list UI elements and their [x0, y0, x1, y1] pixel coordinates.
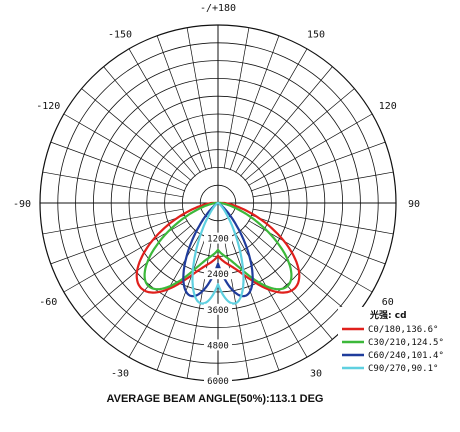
legend-entry: C60/240,101.4° [368, 351, 444, 361]
angle-label: 30 [310, 369, 322, 380]
polar-chart: -/+1801501209060300-30-60-90-120-150 120… [12, 3, 458, 387]
grid-spoke [50, 141, 186, 192]
grid-spoke [103, 66, 196, 177]
grid-spoke [250, 214, 386, 265]
grid-spoke [235, 233, 308, 358]
radial-tick-labels: 1200 2400 3600 4800 6000 [204, 232, 232, 387]
grid-spoke [156, 235, 207, 371]
grid-spoke [252, 171, 394, 198]
angle-label: -120 [36, 101, 60, 112]
radial-label-bg [204, 375, 232, 386]
grid-spoke [252, 208, 394, 235]
intensity-curves [135, 201, 301, 305]
grid-spoke [81, 88, 192, 181]
grid-spoke [128, 233, 201, 358]
grid-spoke [103, 229, 196, 340]
grid-spoke [240, 229, 333, 340]
grid-spoke [229, 235, 280, 371]
radial-tick-label: 2400 [207, 270, 229, 280]
radial-label-bg [204, 268, 232, 280]
angle-label: 60 [382, 297, 394, 308]
grid-spoke [229, 35, 280, 171]
angle-labels: -/+1801501209060300-30-60-90-120-150 [13, 3, 420, 380]
grid-spoke [223, 237, 250, 379]
legend-title: 光强: cd [369, 309, 407, 321]
grid-spoke [244, 88, 355, 181]
grid-spoke [50, 214, 186, 265]
angle-label: -150 [108, 29, 132, 40]
grid-spoke [250, 141, 386, 192]
radial-tick-label: 3600 [207, 306, 229, 316]
grid-spoke [156, 35, 207, 171]
legend: 光强: cd C0/180,136.6° C30/210,124.5° C60/240… [338, 307, 458, 379]
average-beam-angle-caption: AVERAGE BEAM ANGLE(50%):113.1 DEG [106, 393, 324, 405]
grid-spoke [235, 48, 308, 173]
grid-spoke [42, 208, 184, 235]
legend-entry: C90/270,90.1° [368, 364, 438, 374]
legend-entry: C0/180,136.6° [368, 325, 438, 335]
angle-label: 120 [379, 101, 397, 112]
radial-tick-label: 4800 [207, 341, 229, 351]
grid-spoke [63, 113, 188, 186]
legend-entry: C30/210,124.5° [368, 338, 444, 348]
grid-spoke [186, 237, 213, 379]
radial-label-bg [204, 339, 232, 351]
angle-label: -60 [39, 297, 57, 308]
angle-label: 90 [408, 199, 420, 210]
grid-spoke [248, 113, 373, 186]
angle-label: -90 [13, 199, 31, 210]
grid-spoke [240, 66, 333, 177]
angle-label: -/+180 [200, 3, 236, 14]
grid-spoke [128, 48, 201, 173]
grid-spoke [186, 27, 213, 169]
radial-label-bg [204, 303, 232, 315]
grid-spoke [223, 27, 250, 169]
angle-label: 150 [307, 29, 325, 40]
angle-label: -30 [111, 369, 129, 380]
radial-label-bg [204, 232, 232, 244]
radial-tick-label: 6000 [207, 377, 229, 387]
radial-tick-label: 1200 [207, 235, 229, 245]
grid-spoke [42, 171, 184, 198]
curve-c90-270 [191, 201, 245, 305]
